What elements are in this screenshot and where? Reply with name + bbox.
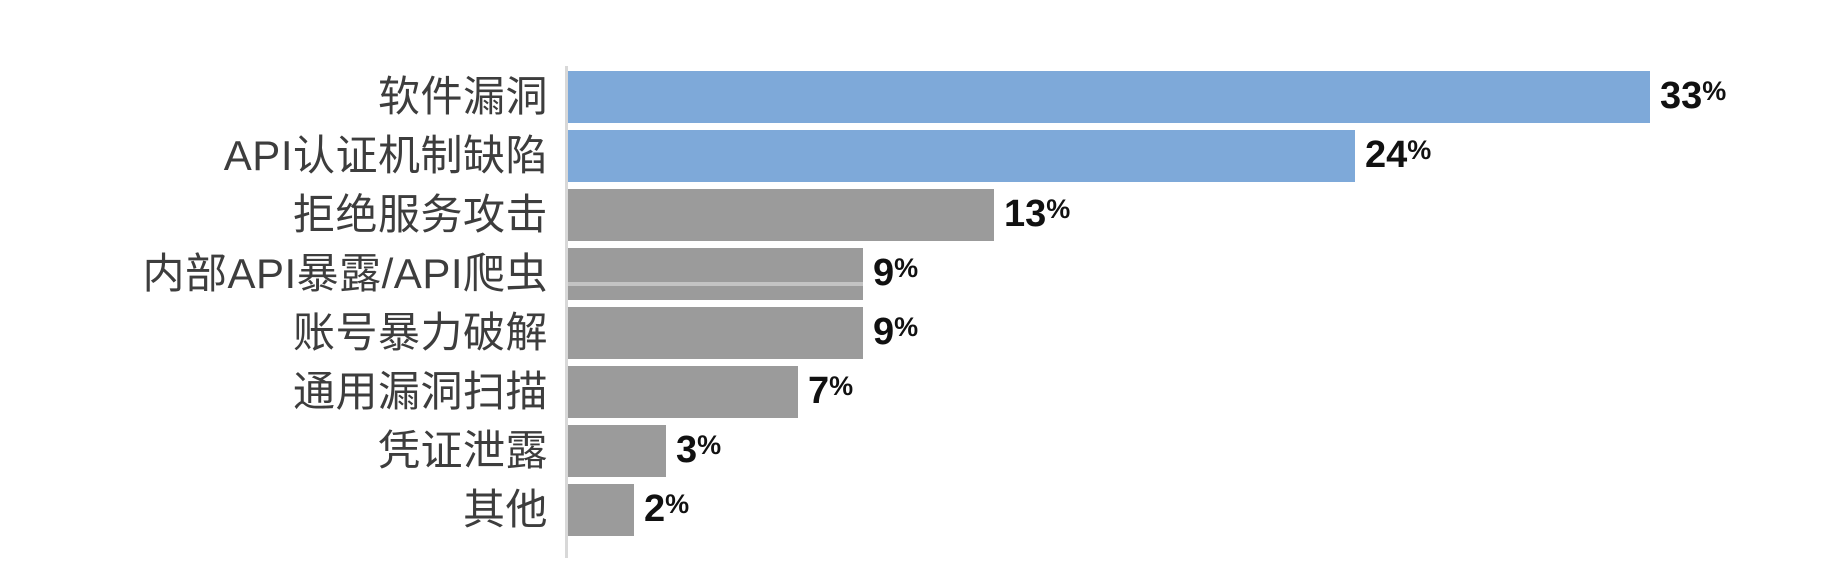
- bar-area: 24%: [568, 130, 1431, 182]
- percent-sign: %: [665, 488, 690, 519]
- value-label: 9%: [873, 242, 918, 307]
- value-label: 13%: [1004, 183, 1070, 248]
- bar: [568, 130, 1355, 182]
- bar: [568, 71, 1650, 123]
- bar-row: 拒绝服务攻击 13%: [0, 189, 1829, 241]
- value-label: 9%: [873, 301, 918, 366]
- bar-row: 软件漏洞 33%: [0, 71, 1829, 123]
- bar-area: 33%: [568, 71, 1726, 123]
- value-label: 33%: [1660, 65, 1726, 130]
- bar: [568, 425, 666, 477]
- percent-sign: %: [1407, 134, 1432, 165]
- value-number: 9: [873, 251, 895, 294]
- category-label: 凭证泄露: [377, 427, 548, 474]
- bar: [568, 248, 863, 300]
- value-number: 9: [873, 310, 895, 353]
- bar-row: 内部API暴露/API爬虫 9%: [0, 248, 1829, 300]
- value-label: 2%: [644, 478, 689, 543]
- bar-row: 通用漏洞扫描 7%: [0, 366, 1829, 418]
- category-label: 账号暴力破解: [292, 309, 548, 356]
- value-label: 24%: [1365, 124, 1431, 189]
- y-axis-line: [565, 66, 568, 558]
- bar-row: API认证机制缺陷 24%: [0, 130, 1829, 182]
- value-number: 33: [1660, 74, 1703, 117]
- category-label: 内部API暴露/API爬虫: [142, 250, 548, 297]
- bar-area: 13%: [568, 189, 1070, 241]
- value-label: 3%: [676, 419, 721, 484]
- value-label: 7%: [808, 360, 853, 425]
- percent-sign: %: [697, 429, 722, 460]
- bar-area: 9%: [568, 307, 918, 359]
- percent-sign: %: [1046, 193, 1071, 224]
- bar: [568, 484, 634, 536]
- percent-sign: %: [894, 311, 919, 342]
- category-label: 软件漏洞: [377, 73, 548, 120]
- value-number: 7: [808, 369, 830, 412]
- category-label: 其他: [462, 486, 548, 533]
- category-label: 通用漏洞扫描: [292, 368, 548, 415]
- value-number: 3: [676, 428, 698, 471]
- bar: [568, 307, 863, 359]
- bar-area: 2%: [568, 484, 689, 536]
- category-label: 拒绝服务攻击: [292, 191, 548, 238]
- value-number: 24: [1365, 133, 1408, 176]
- bar: [568, 189, 994, 241]
- bar-area: 7%: [568, 366, 853, 418]
- bar-seam: [568, 282, 863, 286]
- category-label: API认证机制缺陷: [223, 132, 548, 179]
- value-number: 13: [1004, 192, 1047, 235]
- bar-rows: 软件漏洞 33% API认证机制缺陷 24% 拒绝服务攻击 13% 内部API暴…: [0, 71, 1829, 543]
- bar-row: 其他 2%: [0, 484, 1829, 536]
- bar: [568, 366, 798, 418]
- percent-sign: %: [894, 252, 919, 283]
- bar-area: 3%: [568, 425, 721, 477]
- percent-sign: %: [829, 370, 854, 401]
- bar-area: 9%: [568, 248, 918, 300]
- bar-row: 账号暴力破解 9%: [0, 307, 1829, 359]
- percent-sign: %: [1702, 75, 1727, 106]
- value-number: 2: [644, 487, 666, 530]
- bar-row: 凭证泄露 3%: [0, 425, 1829, 477]
